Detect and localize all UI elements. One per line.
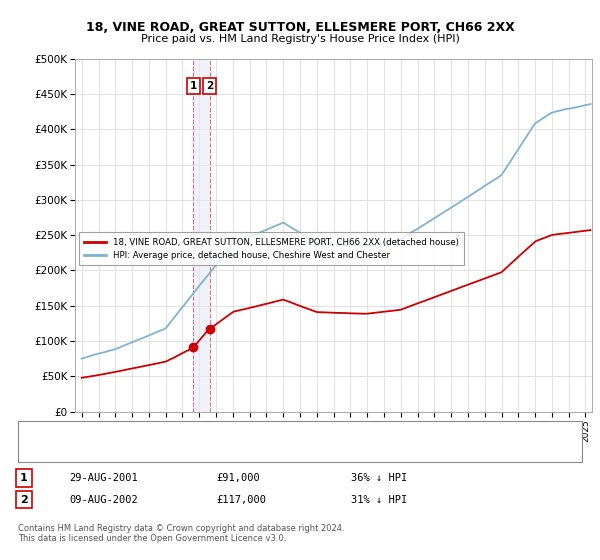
Text: 36% ↓ HPI: 36% ↓ HPI xyxy=(351,473,407,483)
Text: £91,000: £91,000 xyxy=(216,473,260,483)
Text: Price paid vs. HM Land Registry's House Price Index (HPI): Price paid vs. HM Land Registry's House … xyxy=(140,34,460,44)
Bar xyxy=(193,59,209,412)
Text: Contains HM Land Registry data © Crown copyright and database right 2024.
This d: Contains HM Land Registry data © Crown c… xyxy=(18,524,344,543)
Text: ——: —— xyxy=(36,446,64,459)
Text: 09-AUG-2002: 09-AUG-2002 xyxy=(69,494,138,505)
Text: £117,000: £117,000 xyxy=(216,494,266,505)
Legend: 18, VINE ROAD, GREAT SUTTON, ELLESMERE PORT, CH66 2XX (detached house), HPI: Ave: 18, VINE ROAD, GREAT SUTTON, ELLESMERE P… xyxy=(79,232,464,265)
Text: 31% ↓ HPI: 31% ↓ HPI xyxy=(351,494,407,505)
Text: 2: 2 xyxy=(206,81,213,91)
Text: 18, VINE ROAD, GREAT SUTTON, ELLESMERE PORT, CH66 2XX: 18, VINE ROAD, GREAT SUTTON, ELLESMERE P… xyxy=(86,21,514,34)
Text: 2: 2 xyxy=(20,494,28,505)
Text: 29-AUG-2001: 29-AUG-2001 xyxy=(69,473,138,483)
Text: 1: 1 xyxy=(190,81,197,91)
Text: HPI: Average price, detached house, Cheshire West and Chester: HPI: Average price, detached house, Ches… xyxy=(63,448,368,457)
Text: 18, VINE ROAD, GREAT SUTTON, ELLESMERE PORT, CH66 2XX (detached house): 18, VINE ROAD, GREAT SUTTON, ELLESMERE P… xyxy=(63,433,442,442)
Text: 1: 1 xyxy=(20,473,28,483)
Text: ——: —— xyxy=(36,431,64,445)
